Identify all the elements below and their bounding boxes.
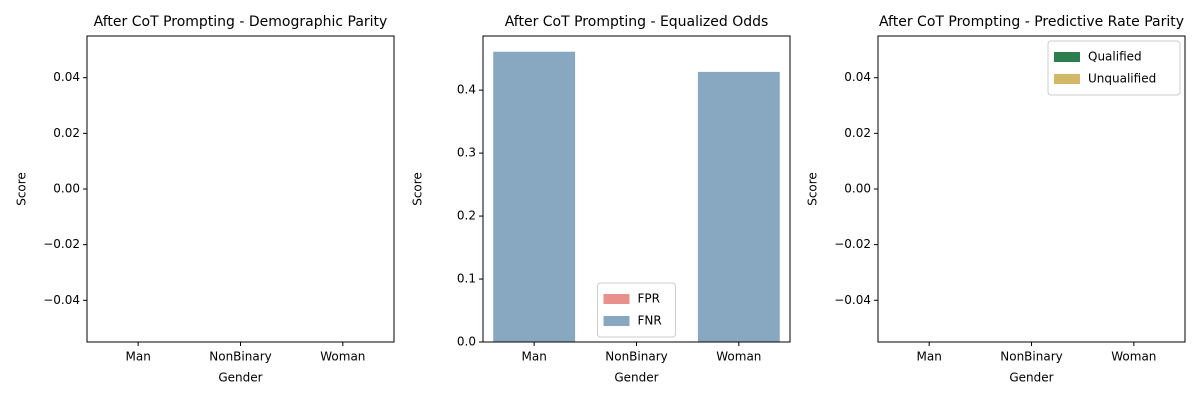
legend-swatch (1054, 52, 1080, 62)
y-tick-label: 0.04 (844, 70, 871, 84)
y-axis-label: Score (806, 172, 820, 206)
axes-frame (877, 35, 1186, 343)
x-tick-label: Woman (320, 350, 365, 364)
y-tick-label: −0.04 (43, 293, 80, 307)
x-tick-label: NonBinary (605, 350, 667, 364)
axes-frame (86, 35, 395, 343)
y-tick-label: 0.00 (844, 182, 871, 196)
x-axis-label: Gender (614, 371, 658, 385)
y-tick-label: 0.00 (53, 182, 80, 196)
chart-title: After CoT Prompting - Predictive Rate Pa… (879, 14, 1184, 30)
y-axis-label: Score (411, 172, 425, 206)
chart-title: After CoT Prompting - Demographic Parity (94, 14, 388, 30)
legend-label: Qualified (1088, 50, 1142, 64)
legend-swatch (603, 294, 630, 304)
x-tick-label: Woman (1111, 350, 1156, 364)
y-tick-label: 0.2 (457, 209, 476, 223)
y-tick-label: −0.02 (43, 237, 80, 251)
y-axis-label: Score (15, 172, 29, 206)
x-tick-label: NonBinary (1000, 350, 1062, 364)
chart-title: After CoT Prompting - Equalized Odds (505, 14, 769, 30)
x-tick-label: NonBinary (209, 350, 271, 364)
y-tick-label: −0.04 (834, 293, 871, 307)
x-tick-label: Woman (716, 350, 761, 364)
x-axis-label: Gender (1009, 371, 1053, 385)
legend-swatch (603, 316, 630, 326)
y-tick-label: 0.02 (53, 126, 80, 140)
legend (597, 282, 676, 338)
bar (493, 51, 576, 342)
y-tick-label: 0.4 (457, 83, 476, 97)
y-tick-label: 0.04 (53, 70, 80, 84)
x-axis-label: Gender (218, 371, 262, 385)
y-tick-label: −0.02 (834, 237, 871, 251)
legend-swatch (1054, 74, 1080, 84)
x-tick-label: Man (522, 350, 547, 364)
x-tick-label: Man (917, 350, 942, 364)
x-tick-label: Man (126, 350, 151, 364)
axes-frame (482, 35, 791, 343)
bar (697, 71, 780, 342)
legend-label: Unqualified (1088, 72, 1156, 86)
legend (1047, 40, 1181, 96)
y-tick-label: 0.02 (844, 126, 871, 140)
y-tick-label: 0.3 (457, 146, 476, 160)
y-tick-label: 0.0 (457, 335, 476, 349)
y-tick-label: 0.1 (457, 272, 476, 286)
legend-label: FNR (638, 314, 662, 328)
legend-label: FPR (638, 292, 660, 306)
